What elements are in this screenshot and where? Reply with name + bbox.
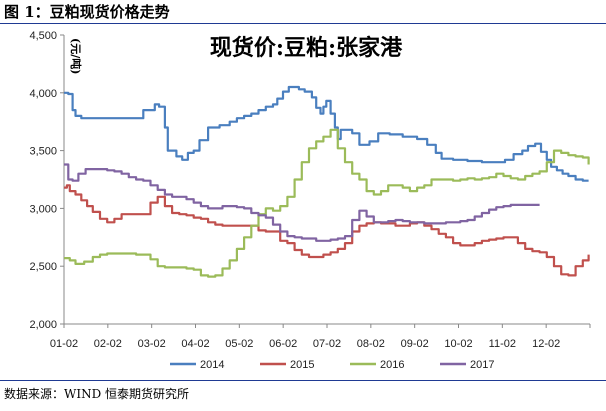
legend-label-2017: 2017 <box>470 359 494 371</box>
x-tick-label: 04-02 <box>181 338 209 350</box>
legend-label-2016: 2016 <box>380 359 404 371</box>
x-tick-label: 01-02 <box>50 338 78 350</box>
legend-label-2015: 2015 <box>290 359 314 371</box>
y-tick-label: 4,000 <box>29 88 57 100</box>
x-tick-label: 12-02 <box>532 338 560 350</box>
x-tick-label: 02-02 <box>94 338 122 350</box>
x-tick-label: 08-02 <box>357 338 385 350</box>
header-rule <box>0 23 606 24</box>
x-tick-label: 03-02 <box>138 338 166 350</box>
legend-label-2014: 2014 <box>200 359 224 371</box>
series-line-2015 <box>64 184 590 277</box>
x-tick-label: 11-02 <box>489 338 516 350</box>
price-chart: 2,000 2,500 3,000 3,500 4,000 4,500 01-02 02-02… <box>29 30 591 371</box>
y-tick-label: 2,000 <box>29 319 57 331</box>
chart-series <box>64 85 590 278</box>
y-tick-label: 4,500 <box>29 30 57 42</box>
chart-title: 现货价:豆粕:张家港 <box>210 35 403 61</box>
x-tick-label: 07-02 <box>313 338 341 350</box>
chart-axes: 2,000 2,500 3,000 3,500 4,000 4,500 01-02 02-02… <box>29 30 591 350</box>
figure-header-label: 图 1：豆粕现货价格走势 <box>4 3 170 21</box>
figure-header: 图 1：豆粕现货价格走势 <box>0 0 606 24</box>
series-line-2017 <box>64 163 540 242</box>
y-axis-label: (元/吨) <box>69 38 83 74</box>
x-tick-label: 05-02 <box>225 338 253 350</box>
data-source: 数据来源：WIND 恒泰期货研究所 <box>4 387 190 401</box>
x-tick-label: 06-02 <box>269 338 297 350</box>
chart-legend: 2014 2015 2016 2017 <box>170 359 494 371</box>
y-tick-label: 3,500 <box>29 146 57 158</box>
series-line-2014 <box>64 85 589 182</box>
x-tick-label: 09-02 <box>401 338 429 350</box>
y-tick-label: 2,500 <box>29 261 57 273</box>
x-tick-label: 10-02 <box>444 338 472 350</box>
y-tick-label: 3,000 <box>29 203 57 215</box>
footer-rule <box>0 380 606 381</box>
series-line-2016 <box>64 128 590 278</box>
